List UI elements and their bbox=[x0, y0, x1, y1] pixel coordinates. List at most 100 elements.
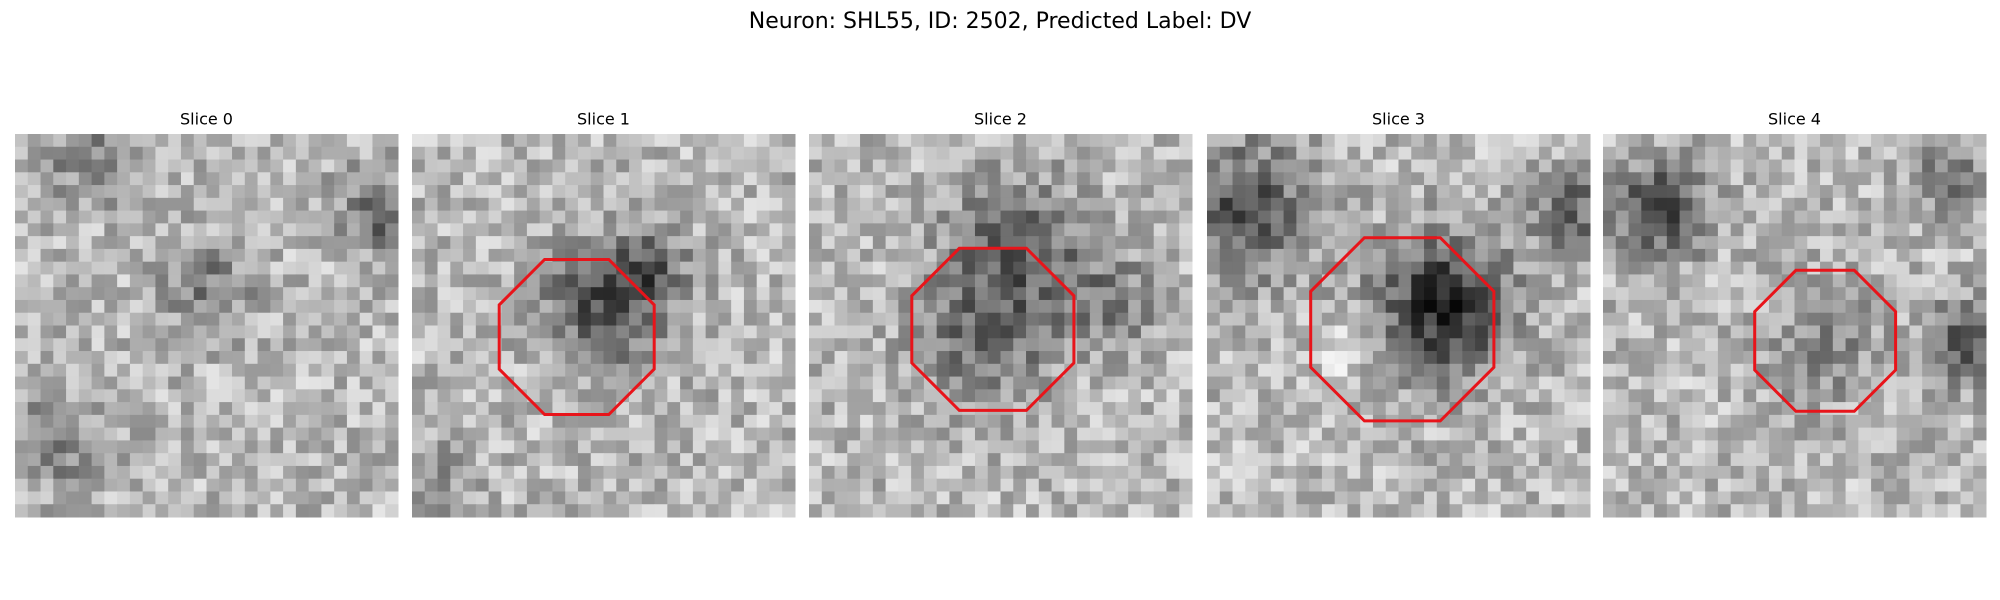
pixel bbox=[1603, 210, 1617, 224]
pixel bbox=[1845, 389, 1859, 403]
pixel bbox=[1807, 197, 1821, 212]
pixel bbox=[1166, 185, 1180, 199]
pixel bbox=[27, 325, 42, 339]
pixel bbox=[885, 465, 899, 480]
pixel bbox=[962, 402, 976, 416]
pixel bbox=[1258, 159, 1272, 173]
pixel bbox=[142, 465, 156, 480]
pixel bbox=[1077, 325, 1091, 339]
pixel bbox=[1896, 402, 1910, 416]
pixel bbox=[1500, 325, 1514, 339]
pixel bbox=[475, 287, 490, 301]
pixel bbox=[424, 414, 439, 429]
pixel bbox=[769, 376, 783, 390]
pixel bbox=[590, 197, 604, 212]
pixel bbox=[1909, 210, 1923, 224]
pixel bbox=[424, 146, 439, 161]
pixel bbox=[539, 504, 553, 518]
pixel bbox=[731, 274, 745, 288]
pixel bbox=[334, 287, 348, 301]
pixel bbox=[1717, 274, 1732, 288]
pixel bbox=[1845, 159, 1859, 173]
pixel bbox=[475, 376, 490, 390]
pixel bbox=[1934, 504, 1949, 518]
pixel bbox=[616, 453, 630, 467]
pixel bbox=[577, 453, 592, 467]
pixel bbox=[872, 453, 887, 467]
pixel bbox=[78, 453, 93, 467]
pixel bbox=[129, 478, 144, 492]
pixel bbox=[821, 478, 836, 492]
pixel bbox=[104, 338, 118, 352]
pixel bbox=[155, 287, 169, 301]
pixel bbox=[1832, 312, 1847, 326]
pixel bbox=[821, 248, 836, 263]
pixel bbox=[1462, 185, 1476, 199]
pixel bbox=[450, 159, 464, 173]
pixel bbox=[1615, 299, 1630, 314]
pixel bbox=[219, 338, 233, 352]
pixel bbox=[514, 465, 528, 480]
pixel bbox=[232, 427, 246, 441]
pixel bbox=[718, 159, 732, 173]
pixel bbox=[232, 440, 246, 454]
pixel bbox=[206, 146, 220, 161]
pixel bbox=[692, 402, 707, 416]
pixel bbox=[1820, 287, 1834, 301]
pixel bbox=[334, 427, 348, 441]
pixel bbox=[962, 465, 976, 480]
pixel bbox=[1615, 414, 1630, 429]
pixel bbox=[117, 299, 131, 314]
pixel bbox=[936, 299, 950, 314]
pixel bbox=[731, 223, 745, 237]
pixel bbox=[424, 389, 439, 403]
pixel bbox=[1781, 299, 1795, 314]
pixel bbox=[847, 223, 861, 237]
pixel bbox=[1077, 312, 1091, 326]
pixel bbox=[756, 338, 770, 352]
pixel bbox=[1089, 223, 1104, 237]
pixel bbox=[1628, 312, 1642, 326]
pixel bbox=[385, 402, 399, 416]
pixel bbox=[1115, 287, 1129, 301]
pixel bbox=[552, 414, 566, 429]
pixel bbox=[1615, 363, 1630, 378]
pixel bbox=[949, 287, 963, 301]
pixel bbox=[641, 172, 656, 186]
pixel bbox=[1743, 389, 1757, 403]
pixel bbox=[1013, 427, 1027, 441]
pixel bbox=[1153, 261, 1167, 275]
pixel bbox=[1436, 261, 1451, 275]
pixel bbox=[629, 236, 643, 250]
pixel bbox=[1628, 146, 1642, 161]
pixel bbox=[1115, 389, 1129, 403]
pixel bbox=[782, 478, 796, 492]
pixel bbox=[1500, 261, 1514, 275]
pixel bbox=[1500, 172, 1514, 186]
pixel bbox=[78, 299, 93, 314]
pixel bbox=[590, 159, 604, 173]
pixel bbox=[270, 389, 284, 403]
pixel bbox=[1730, 261, 1744, 275]
pixel bbox=[577, 146, 592, 161]
pixel bbox=[91, 363, 105, 378]
pixel bbox=[1832, 427, 1847, 441]
pixel bbox=[129, 185, 144, 199]
pixel bbox=[1128, 223, 1142, 237]
pixel bbox=[629, 159, 643, 173]
pixel bbox=[424, 312, 439, 326]
pixel bbox=[53, 465, 67, 480]
pixel bbox=[40, 440, 54, 454]
pixel bbox=[1166, 146, 1180, 161]
pixel bbox=[692, 299, 707, 314]
pixel bbox=[308, 185, 322, 199]
pixel bbox=[1603, 440, 1617, 454]
pixel bbox=[193, 504, 207, 518]
pixel bbox=[872, 172, 887, 186]
pixel bbox=[1513, 210, 1527, 224]
pixel bbox=[1871, 223, 1885, 237]
pixel bbox=[923, 299, 938, 314]
pixel bbox=[346, 312, 361, 326]
pixel bbox=[680, 338, 694, 352]
pixel bbox=[1717, 363, 1732, 378]
